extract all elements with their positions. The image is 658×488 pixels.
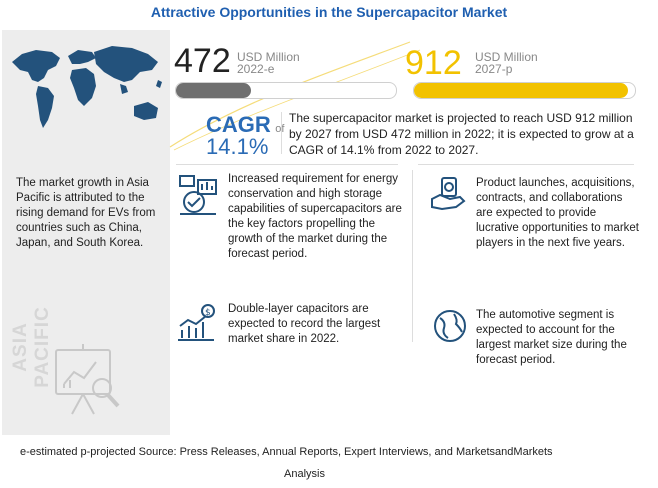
- cagr-label: CAGR: [206, 112, 271, 137]
- stat-2027-bar: [413, 82, 636, 99]
- globe-icon: [432, 308, 468, 344]
- card-double-layer-text: Double-layer capacitors are expected to …: [228, 303, 381, 345]
- region-label: ASIA PACIFIC: [10, 306, 53, 388]
- card-automotive-text: The automotive segment is expected to ac…: [476, 309, 627, 366]
- card-product-text: Product launches, acquisitions, contract…: [476, 177, 639, 249]
- stat-2022-value: 472: [174, 42, 231, 80]
- footer-source: e-estimated p-projected Source: Press Re…: [20, 446, 553, 458]
- product-launch-icon: [428, 175, 468, 215]
- stat-2022-bar-fill: [176, 83, 251, 98]
- summary-text: The supercapacitor market is projected t…: [289, 111, 634, 157]
- footer-source-cont: Analysis: [284, 468, 325, 480]
- stat-2022-unit: USD Million: [237, 50, 300, 64]
- card-energy-text: Increased requirement for energy conserv…: [228, 173, 402, 260]
- region-description: The market growth in Asia Pacific is att…: [16, 177, 156, 249]
- stat-2022-bar: [175, 82, 397, 99]
- cagr-divider: [281, 112, 282, 154]
- stat-2027-value: 912: [405, 44, 462, 82]
- world-map-icon: [8, 36, 168, 141]
- cagr-of: of: [275, 123, 285, 135]
- divider-left: [176, 164, 398, 165]
- analysis-board-icon: [52, 340, 128, 420]
- stat-2022-period: 2022-e: [237, 62, 275, 76]
- divider-right: [418, 164, 634, 165]
- cagr-value: 14.1%: [206, 134, 269, 159]
- stat-2027-period: 2027-p: [475, 62, 513, 76]
- cagr-block: CAGR of: [206, 112, 284, 138]
- page-title: Attractive Opportunities in the Supercap…: [150, 4, 508, 20]
- stat-2027-bar-fill: [414, 83, 629, 98]
- stat-2027-unit: USD Million: [475, 50, 538, 64]
- energy-efficiency-icon: [176, 172, 222, 218]
- market-share-chart-icon: $: [176, 302, 218, 342]
- svg-text:$: $: [205, 308, 211, 318]
- divider-vertical: [412, 170, 413, 342]
